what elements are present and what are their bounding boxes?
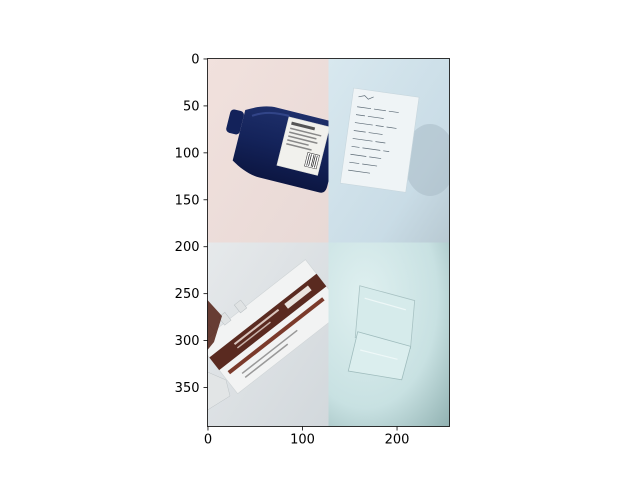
y-tick-label: 150: [175, 193, 200, 208]
x-tick-label: 0: [204, 433, 212, 448]
axes: 0 100 200 0 50 100 150 200 250 300 350: [175, 52, 450, 448]
y-tick-label: 50: [183, 99, 200, 114]
y-tick-label: 200: [175, 240, 200, 255]
axis-ticks: 0 100 200 0 50 100 150 200 250 300 350: [175, 52, 410, 447]
x-tick-label: 100: [290, 433, 315, 448]
axes-frame: [207, 58, 450, 427]
y-tick-label: 0: [191, 52, 199, 67]
panel-plastic: [328, 242, 450, 427]
y-tick-label: 250: [175, 287, 200, 302]
panel-paper: [328, 58, 450, 243]
y-tick-label: 350: [175, 381, 200, 396]
y-tick-label: 100: [175, 146, 200, 161]
panel-package: [207, 242, 346, 427]
x-tick-label: 200: [385, 433, 410, 448]
panel-bottle: [207, 58, 342, 243]
y-tick-label: 300: [175, 334, 200, 349]
